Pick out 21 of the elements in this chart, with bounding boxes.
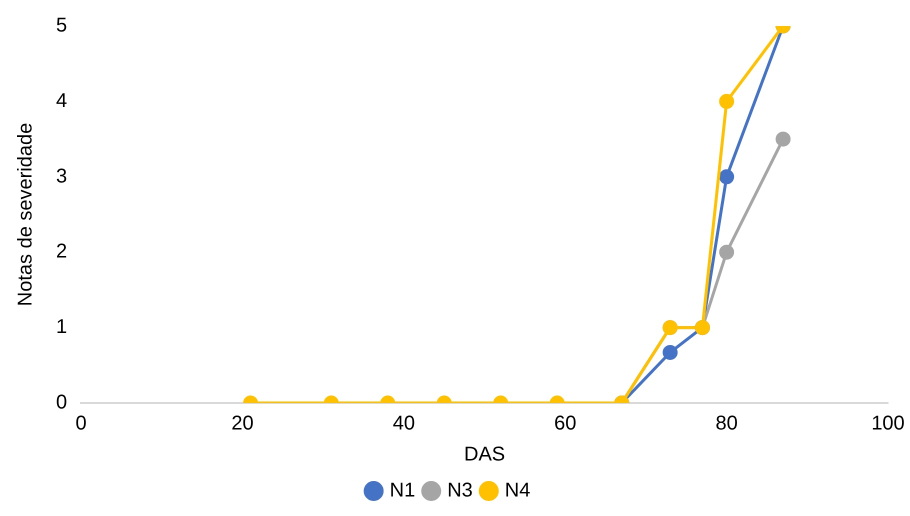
point — [719, 244, 734, 260]
x-tick-label: 20 — [231, 412, 254, 435]
y-tick-label: 5 — [56, 14, 68, 37]
y-axis-title: Notas de severidade — [14, 122, 37, 306]
x-tick-label: 60 — [554, 412, 576, 435]
point — [776, 132, 791, 147]
legend-label: N1 — [390, 480, 416, 502]
legend-label: N4 — [504, 480, 530, 502]
y-tick-label: 1 — [56, 316, 68, 338]
x-axis-title: DAS — [464, 444, 506, 466]
x-tick-label: 100 — [871, 412, 905, 435]
point — [719, 94, 734, 109]
legend-label: N3 — [447, 480, 473, 502]
point — [719, 169, 734, 184]
x-tick-label: 0 — [76, 412, 87, 435]
y-tick-label: 2 — [56, 240, 68, 263]
x-tick-label: 40 — [392, 412, 415, 435]
y-tick-label: 0 — [56, 392, 68, 414]
y-tick-label: 3 — [56, 165, 68, 188]
x-tick-label: 80 — [716, 412, 738, 435]
y-tick-label: 4 — [56, 90, 68, 112]
